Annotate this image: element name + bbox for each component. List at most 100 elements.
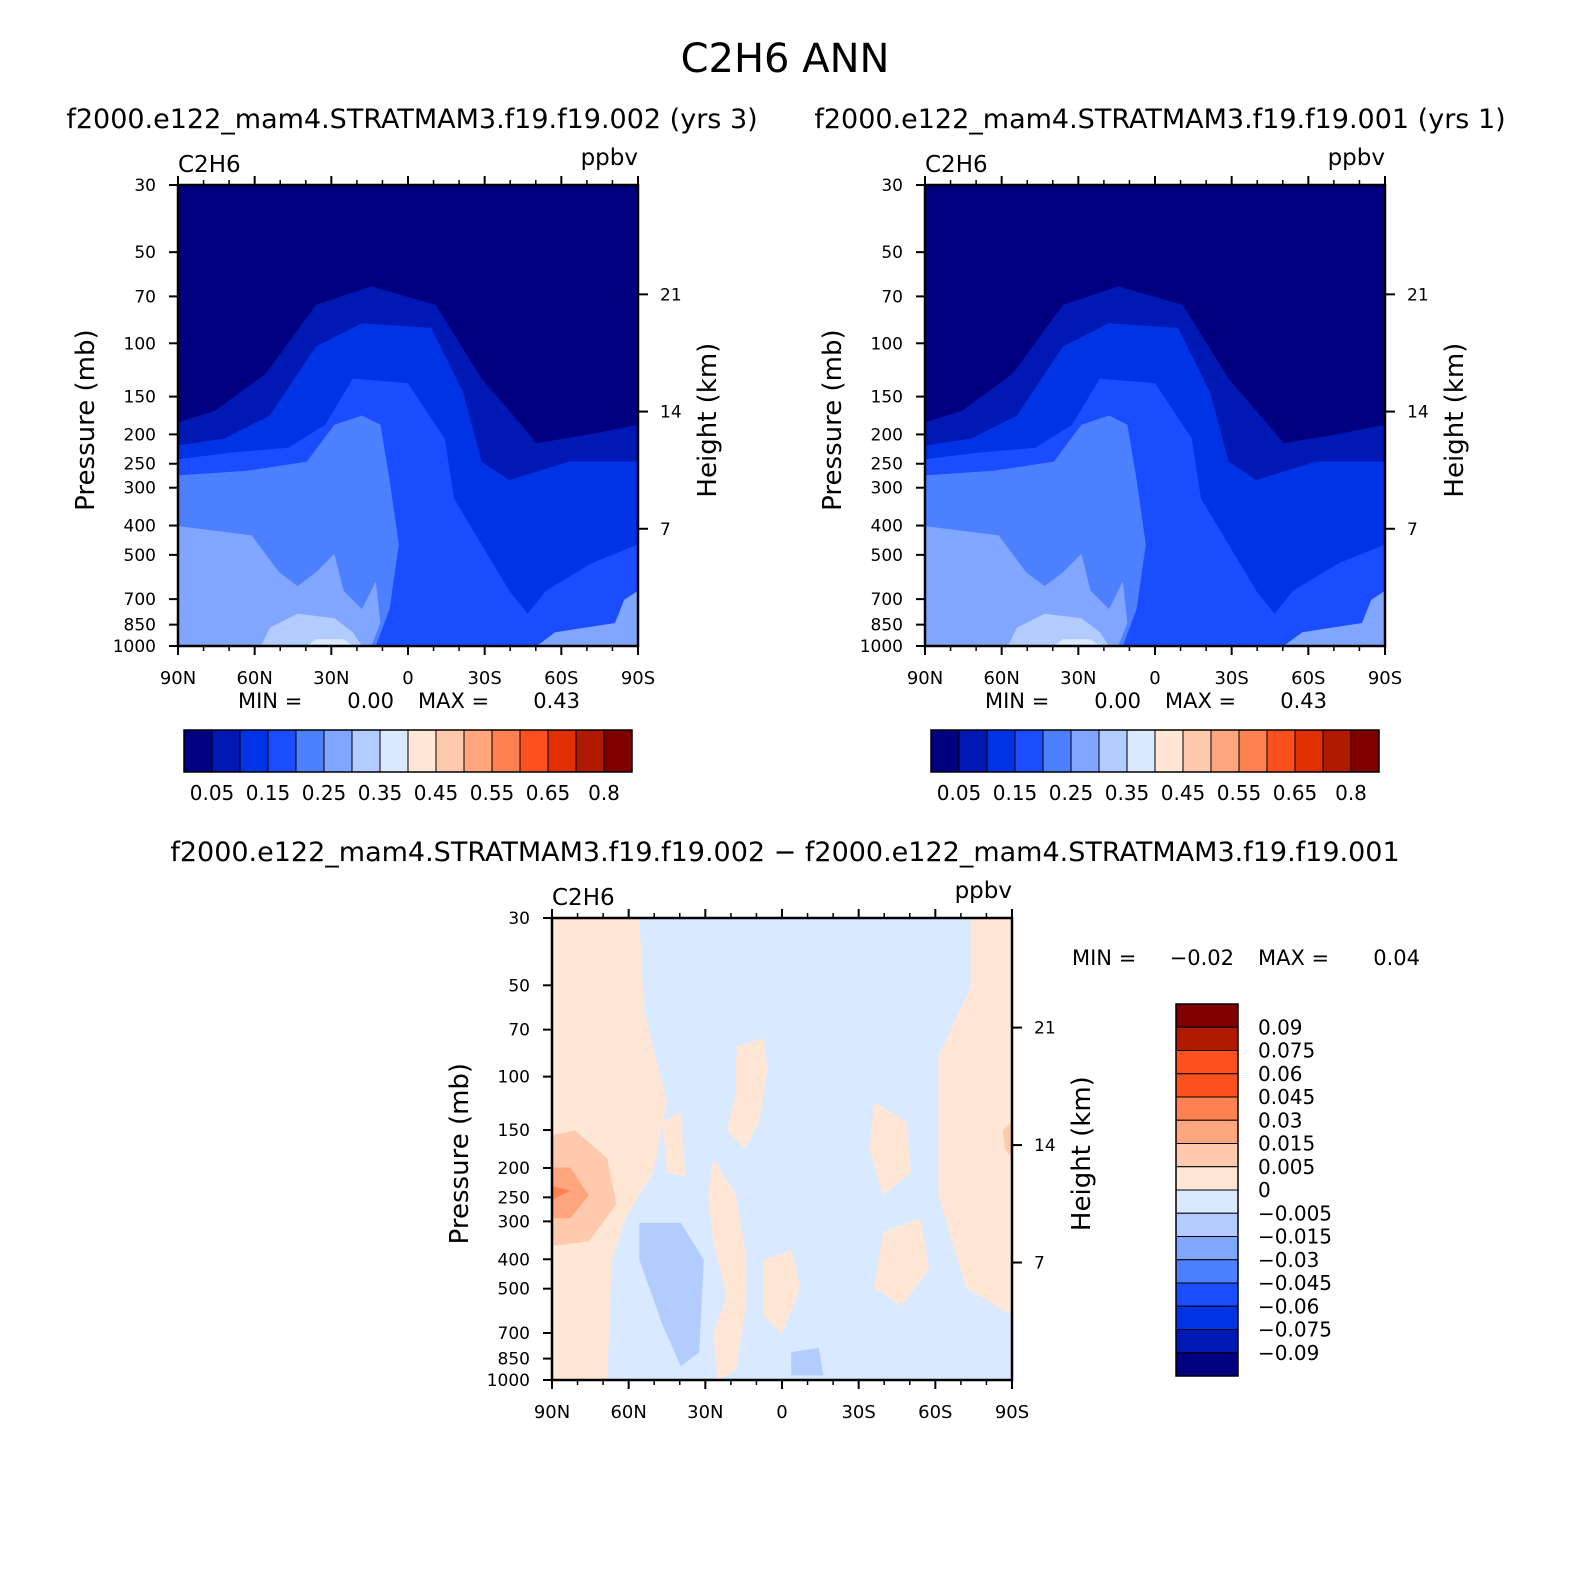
x-tick-label: 60N xyxy=(610,1402,646,1423)
colorbar-label: −0.03 xyxy=(1258,1248,1319,1272)
contour-band-3 xyxy=(763,1250,801,1334)
colorbar-swatch xyxy=(1175,1352,1239,1377)
colorbar-frame xyxy=(930,729,1380,773)
pressure-tick-label: 400 xyxy=(498,1250,530,1270)
variable-label: C2H6 xyxy=(925,152,988,178)
colorbar-swatch xyxy=(1175,1050,1239,1075)
colorbar-label: 0.15 xyxy=(246,781,291,805)
height-tick-label: 7 xyxy=(1034,1254,1045,1274)
max-label: MAX = xyxy=(1258,946,1329,970)
colorbar-label: 0.25 xyxy=(1049,781,1094,805)
colorbar-label: 0.015 xyxy=(1258,1132,1315,1156)
x-tick-label: 90N xyxy=(534,1402,570,1423)
contour-band-5 xyxy=(260,613,362,646)
pressure-tick-label: 500 xyxy=(498,1280,530,1300)
pressure-tick-label: 250 xyxy=(498,1188,530,1208)
contour-band-1 xyxy=(726,1056,769,1149)
height-tick-label: 21 xyxy=(1034,1019,1056,1039)
pressure-tick-label: 300 xyxy=(124,479,156,499)
variable-label: C2H6 xyxy=(552,885,615,911)
colorbar-swatch xyxy=(1175,1305,1239,1330)
pressure-tick-label: 70 xyxy=(881,287,903,307)
x-tick-label: 90S xyxy=(995,1402,1029,1423)
colorbar-label: 0.35 xyxy=(358,781,403,805)
colorbar-label: 0.45 xyxy=(414,781,459,805)
pressure-tick-label: 500 xyxy=(124,546,156,566)
x-tick-label: 60S xyxy=(918,1402,952,1423)
colorbar-label: 0.65 xyxy=(1273,781,1318,805)
min-label: MIN = xyxy=(1072,946,1136,970)
colorbar-swatch xyxy=(1322,729,1352,773)
colorbar-swatch xyxy=(1154,729,1184,773)
pressure-tick-label: 1000 xyxy=(860,637,903,657)
colorbar-label: 0.25 xyxy=(302,781,347,805)
colorbar-swatch xyxy=(1175,1096,1239,1121)
y-axis-label: Pressure (mb) xyxy=(818,329,848,510)
pressure-tick-label: 300 xyxy=(498,1212,530,1232)
colorbar-label: 0.65 xyxy=(526,781,571,805)
pressure-tick-label: 850 xyxy=(124,616,156,636)
colorbar-swatch xyxy=(1098,729,1128,773)
colorbar-swatch xyxy=(986,729,1016,773)
colorbar-label: −0.045 xyxy=(1258,1271,1332,1295)
colorbar-swatch xyxy=(1175,1119,1239,1144)
height-tick-label: 14 xyxy=(660,403,682,423)
pressure-tick-label: 850 xyxy=(498,1350,530,1370)
pressure-tick-label: 200 xyxy=(871,425,903,445)
y2-axis-label: Height (km) xyxy=(1440,343,1470,498)
colorbar-swatch xyxy=(603,729,633,773)
height-tick-label: 21 xyxy=(660,285,682,305)
colorbar-label: −0.075 xyxy=(1258,1318,1332,1342)
contour-band-7 xyxy=(1283,590,1385,646)
height-tick-label: 7 xyxy=(660,520,671,540)
pressure-tick-label: 50 xyxy=(508,976,530,996)
pressure-tick-label: 850 xyxy=(871,616,903,636)
x-tick-label: 30S xyxy=(841,1402,875,1423)
pressure-tick-label: 30 xyxy=(508,909,530,929)
x-tick-label: 0 xyxy=(776,1402,787,1423)
colorbar-swatch xyxy=(575,729,605,773)
x-tick-label: 60S xyxy=(544,668,578,689)
contour-band-5 xyxy=(874,1218,930,1307)
colorbar-label: 0.35 xyxy=(1105,781,1150,805)
contour-band-13 xyxy=(1002,1121,1012,1159)
colorbar-label: 0.55 xyxy=(1217,781,1262,805)
x-tick-label: 90N xyxy=(907,668,943,689)
colorbar-swatch xyxy=(463,729,493,773)
colorbar-swatch xyxy=(1126,729,1156,773)
pressure-tick-label: 30 xyxy=(881,176,903,196)
contour-band-9 xyxy=(791,1347,824,1376)
pressure-tick-label: 70 xyxy=(508,1021,530,1041)
pressure-tick-label: 150 xyxy=(124,388,156,408)
max-value: 0.43 xyxy=(1280,689,1327,713)
x-tick-label: 60S xyxy=(1291,668,1325,689)
min-label: MIN = xyxy=(238,689,302,713)
x-tick-label: 60N xyxy=(983,668,1019,689)
contour-band-6 xyxy=(306,639,353,646)
colorbar-label: 0.15 xyxy=(993,781,1038,805)
colorbar-label: 0 xyxy=(1258,1178,1271,1202)
min-value: 0.00 xyxy=(347,689,394,713)
colorbar-swatch xyxy=(1175,1329,1239,1354)
colorbar-label: −0.005 xyxy=(1258,1201,1332,1225)
height-tick-label: 14 xyxy=(1034,1136,1056,1156)
pressure-tick-label: 1000 xyxy=(487,1371,530,1391)
pressure-tick-label: 250 xyxy=(871,455,903,475)
pressure-tick-label: 200 xyxy=(124,425,156,445)
colorbar-swatch xyxy=(1175,1073,1239,1098)
colorbar-swatch xyxy=(1014,729,1044,773)
colorbar-label: −0.015 xyxy=(1258,1225,1332,1249)
pressure-tick-label: 150 xyxy=(871,388,903,408)
colorbar-swatch xyxy=(351,729,381,773)
pressure-tick-label: 200 xyxy=(498,1159,530,1179)
contour-band-4 xyxy=(925,526,1128,646)
chart-panel-panel2: C2H6 ppbv 90N 60N 30N 0 30S 60S 90S 30 50 70 100 150 2… xyxy=(818,145,1470,805)
colorbar-swatch xyxy=(1175,1212,1239,1237)
pressure-tick-label: 50 xyxy=(881,243,903,263)
pressure-tick-label: 50 xyxy=(134,243,156,263)
y-axis-label: Pressure (mb) xyxy=(71,329,101,510)
colorbar-label: 0.8 xyxy=(588,781,620,805)
y2-axis-label: Height (km) xyxy=(693,343,723,498)
colorbar-swatch xyxy=(183,729,213,773)
colorbar-label: 0.8 xyxy=(1335,781,1367,805)
